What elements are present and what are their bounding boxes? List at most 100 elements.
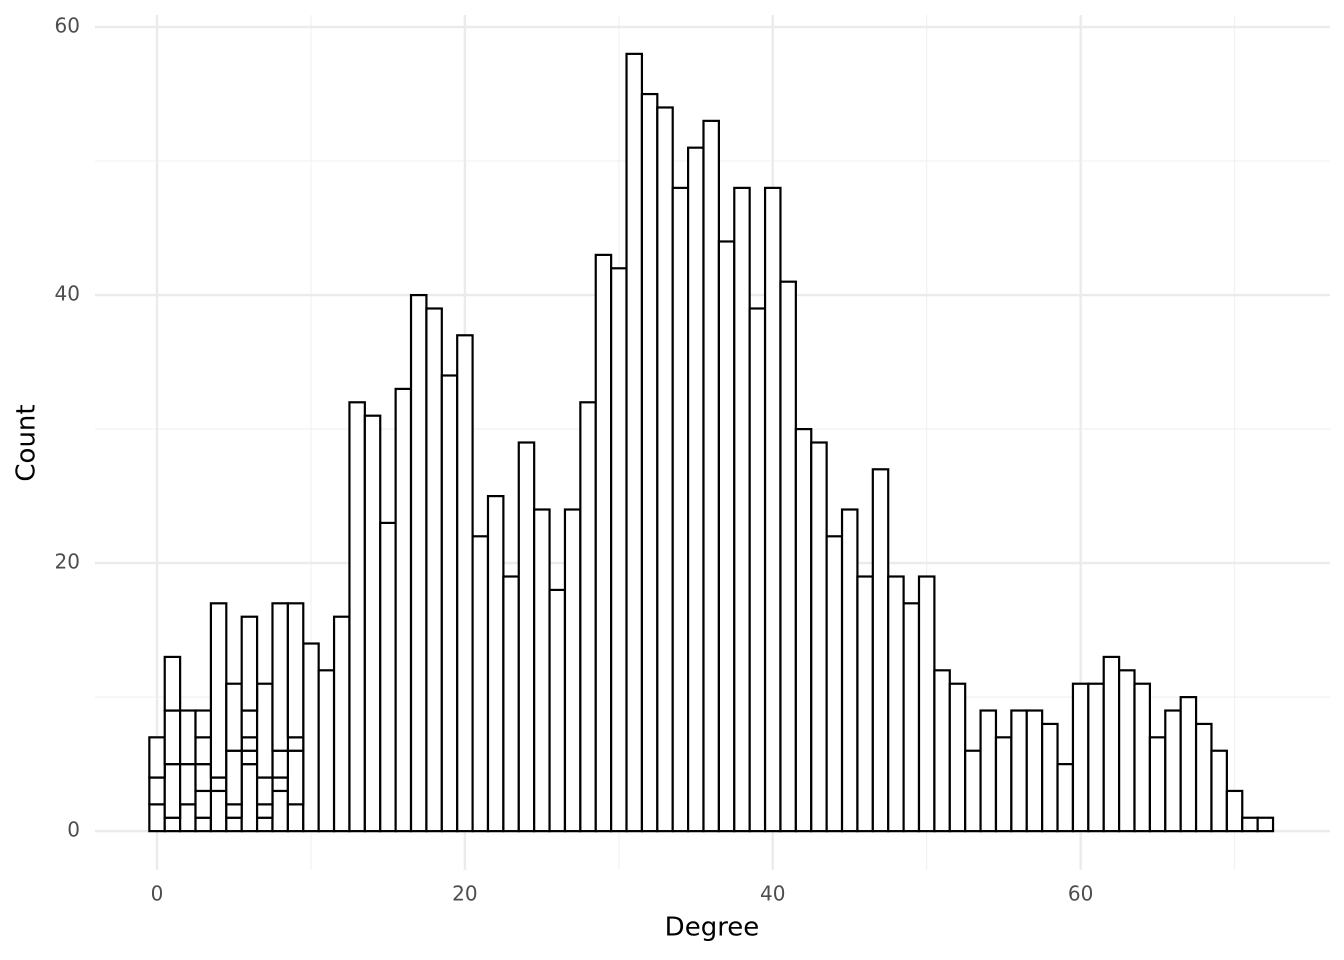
histogram-bar bbox=[163, 655, 182, 712]
histogram-bar bbox=[163, 763, 182, 819]
histogram-bar bbox=[348, 401, 366, 833]
histogram-bar bbox=[563, 508, 582, 833]
histogram-bar bbox=[255, 816, 274, 833]
histogram-bar bbox=[1241, 816, 1259, 833]
histogram-bar bbox=[902, 602, 921, 833]
histogram-bar bbox=[1194, 722, 1213, 833]
histogram-bar bbox=[933, 669, 951, 833]
histogram-bar bbox=[856, 575, 874, 833]
histogram-bar bbox=[255, 803, 274, 819]
histogram-bar bbox=[255, 776, 274, 806]
histogram-bar bbox=[1056, 763, 1075, 833]
histogram-bar bbox=[548, 588, 567, 833]
histogram-bar bbox=[733, 186, 751, 833]
histogram-bar bbox=[440, 374, 459, 833]
histogram-bar bbox=[225, 803, 243, 819]
histogram-bar bbox=[363, 414, 382, 833]
y-tick-label: 60 bbox=[55, 14, 80, 38]
histogram-bar bbox=[1102, 655, 1121, 833]
histogram-bar bbox=[148, 776, 166, 806]
histogram-bar bbox=[917, 575, 936, 833]
histogram-bar bbox=[948, 682, 967, 833]
histogram-bar bbox=[640, 92, 659, 833]
histogram-bar bbox=[271, 602, 289, 752]
x-axis-title: Degree bbox=[665, 913, 760, 943]
histogram-bar bbox=[794, 427, 813, 833]
histogram-bar bbox=[702, 119, 720, 833]
histogram-bar bbox=[409, 293, 428, 833]
x-tick-label: 60 bbox=[1068, 882, 1093, 906]
histogram-bar bbox=[763, 186, 782, 833]
x-tick-label: 20 bbox=[452, 882, 477, 906]
histogram-bar bbox=[1179, 696, 1198, 833]
histogram-bar bbox=[379, 521, 397, 833]
histogram-bar bbox=[194, 709, 213, 739]
histogram-bar bbox=[1225, 789, 1244, 833]
histogram-bar bbox=[594, 253, 613, 833]
histogram-bar bbox=[610, 267, 628, 833]
histogram-bar bbox=[286, 803, 305, 833]
histogram-bar bbox=[286, 736, 305, 752]
histogram-bar bbox=[1118, 669, 1136, 833]
histogram-bar bbox=[1071, 682, 1090, 833]
histogram-bar bbox=[194, 816, 213, 833]
histogram-bar bbox=[517, 441, 536, 833]
histogram-bar bbox=[194, 763, 213, 793]
histogram-bar bbox=[887, 575, 905, 833]
histogram-bar bbox=[625, 52, 644, 833]
y-tick-label: 40 bbox=[55, 282, 80, 306]
histogram-bar bbox=[1164, 709, 1182, 833]
histogram-bar bbox=[502, 575, 520, 833]
histogram-bar bbox=[271, 749, 289, 779]
y-tick-label: 0 bbox=[67, 818, 80, 842]
histogram-bar bbox=[748, 307, 767, 833]
histogram-bar bbox=[579, 401, 597, 833]
histogram-bar bbox=[255, 682, 274, 779]
histogram-bar bbox=[179, 803, 197, 833]
histogram-bar bbox=[779, 280, 797, 833]
histogram-bar bbox=[1041, 722, 1059, 833]
histogram-bar bbox=[656, 106, 674, 833]
histogram-bar bbox=[163, 709, 182, 766]
histogram-bar bbox=[994, 736, 1013, 833]
histogram-bar bbox=[163, 816, 182, 833]
histogram-bar bbox=[1256, 816, 1275, 833]
histogram-bar bbox=[717, 240, 736, 833]
histogram-bar bbox=[240, 615, 259, 712]
histogram-bar bbox=[425, 307, 443, 833]
histogram-bar bbox=[209, 789, 228, 833]
histogram-bar bbox=[148, 736, 166, 779]
histogram-bar bbox=[240, 749, 259, 766]
histogram-bar bbox=[1148, 736, 1167, 833]
histogram-bar bbox=[1010, 709, 1028, 833]
histogram-bar bbox=[486, 495, 505, 833]
histogram-bar bbox=[979, 709, 998, 833]
histogram-bar bbox=[302, 642, 320, 833]
histogram-bar bbox=[209, 776, 228, 793]
histogram-bar bbox=[1210, 749, 1228, 833]
histogram-bar bbox=[1025, 709, 1044, 833]
histogram-bar bbox=[179, 763, 197, 806]
histogram-bar bbox=[1087, 682, 1105, 833]
histogram-bar bbox=[209, 602, 228, 779]
histogram-bar bbox=[964, 749, 982, 833]
histogram-bar bbox=[394, 387, 413, 833]
histogram-bar bbox=[456, 334, 474, 833]
histogram-bar bbox=[286, 602, 305, 739]
histogram-bar bbox=[148, 803, 166, 833]
histogram-bar bbox=[871, 468, 890, 833]
histogram-bar bbox=[671, 186, 690, 833]
histogram-bar bbox=[240, 709, 259, 739]
histogram-bar bbox=[840, 508, 859, 833]
histogram-bar bbox=[240, 736, 259, 752]
histogram-bar bbox=[471, 535, 490, 833]
histogram-bar bbox=[286, 749, 305, 806]
histogram-bar bbox=[179, 709, 197, 766]
histogram-bar bbox=[225, 682, 243, 752]
histogram-bar bbox=[194, 789, 213, 819]
histogram-bar bbox=[825, 535, 844, 833]
y-tick-label: 20 bbox=[55, 550, 80, 574]
histogram-bar bbox=[225, 816, 243, 833]
histogram-bar bbox=[271, 789, 289, 833]
y-axis-title: Count bbox=[12, 404, 42, 481]
